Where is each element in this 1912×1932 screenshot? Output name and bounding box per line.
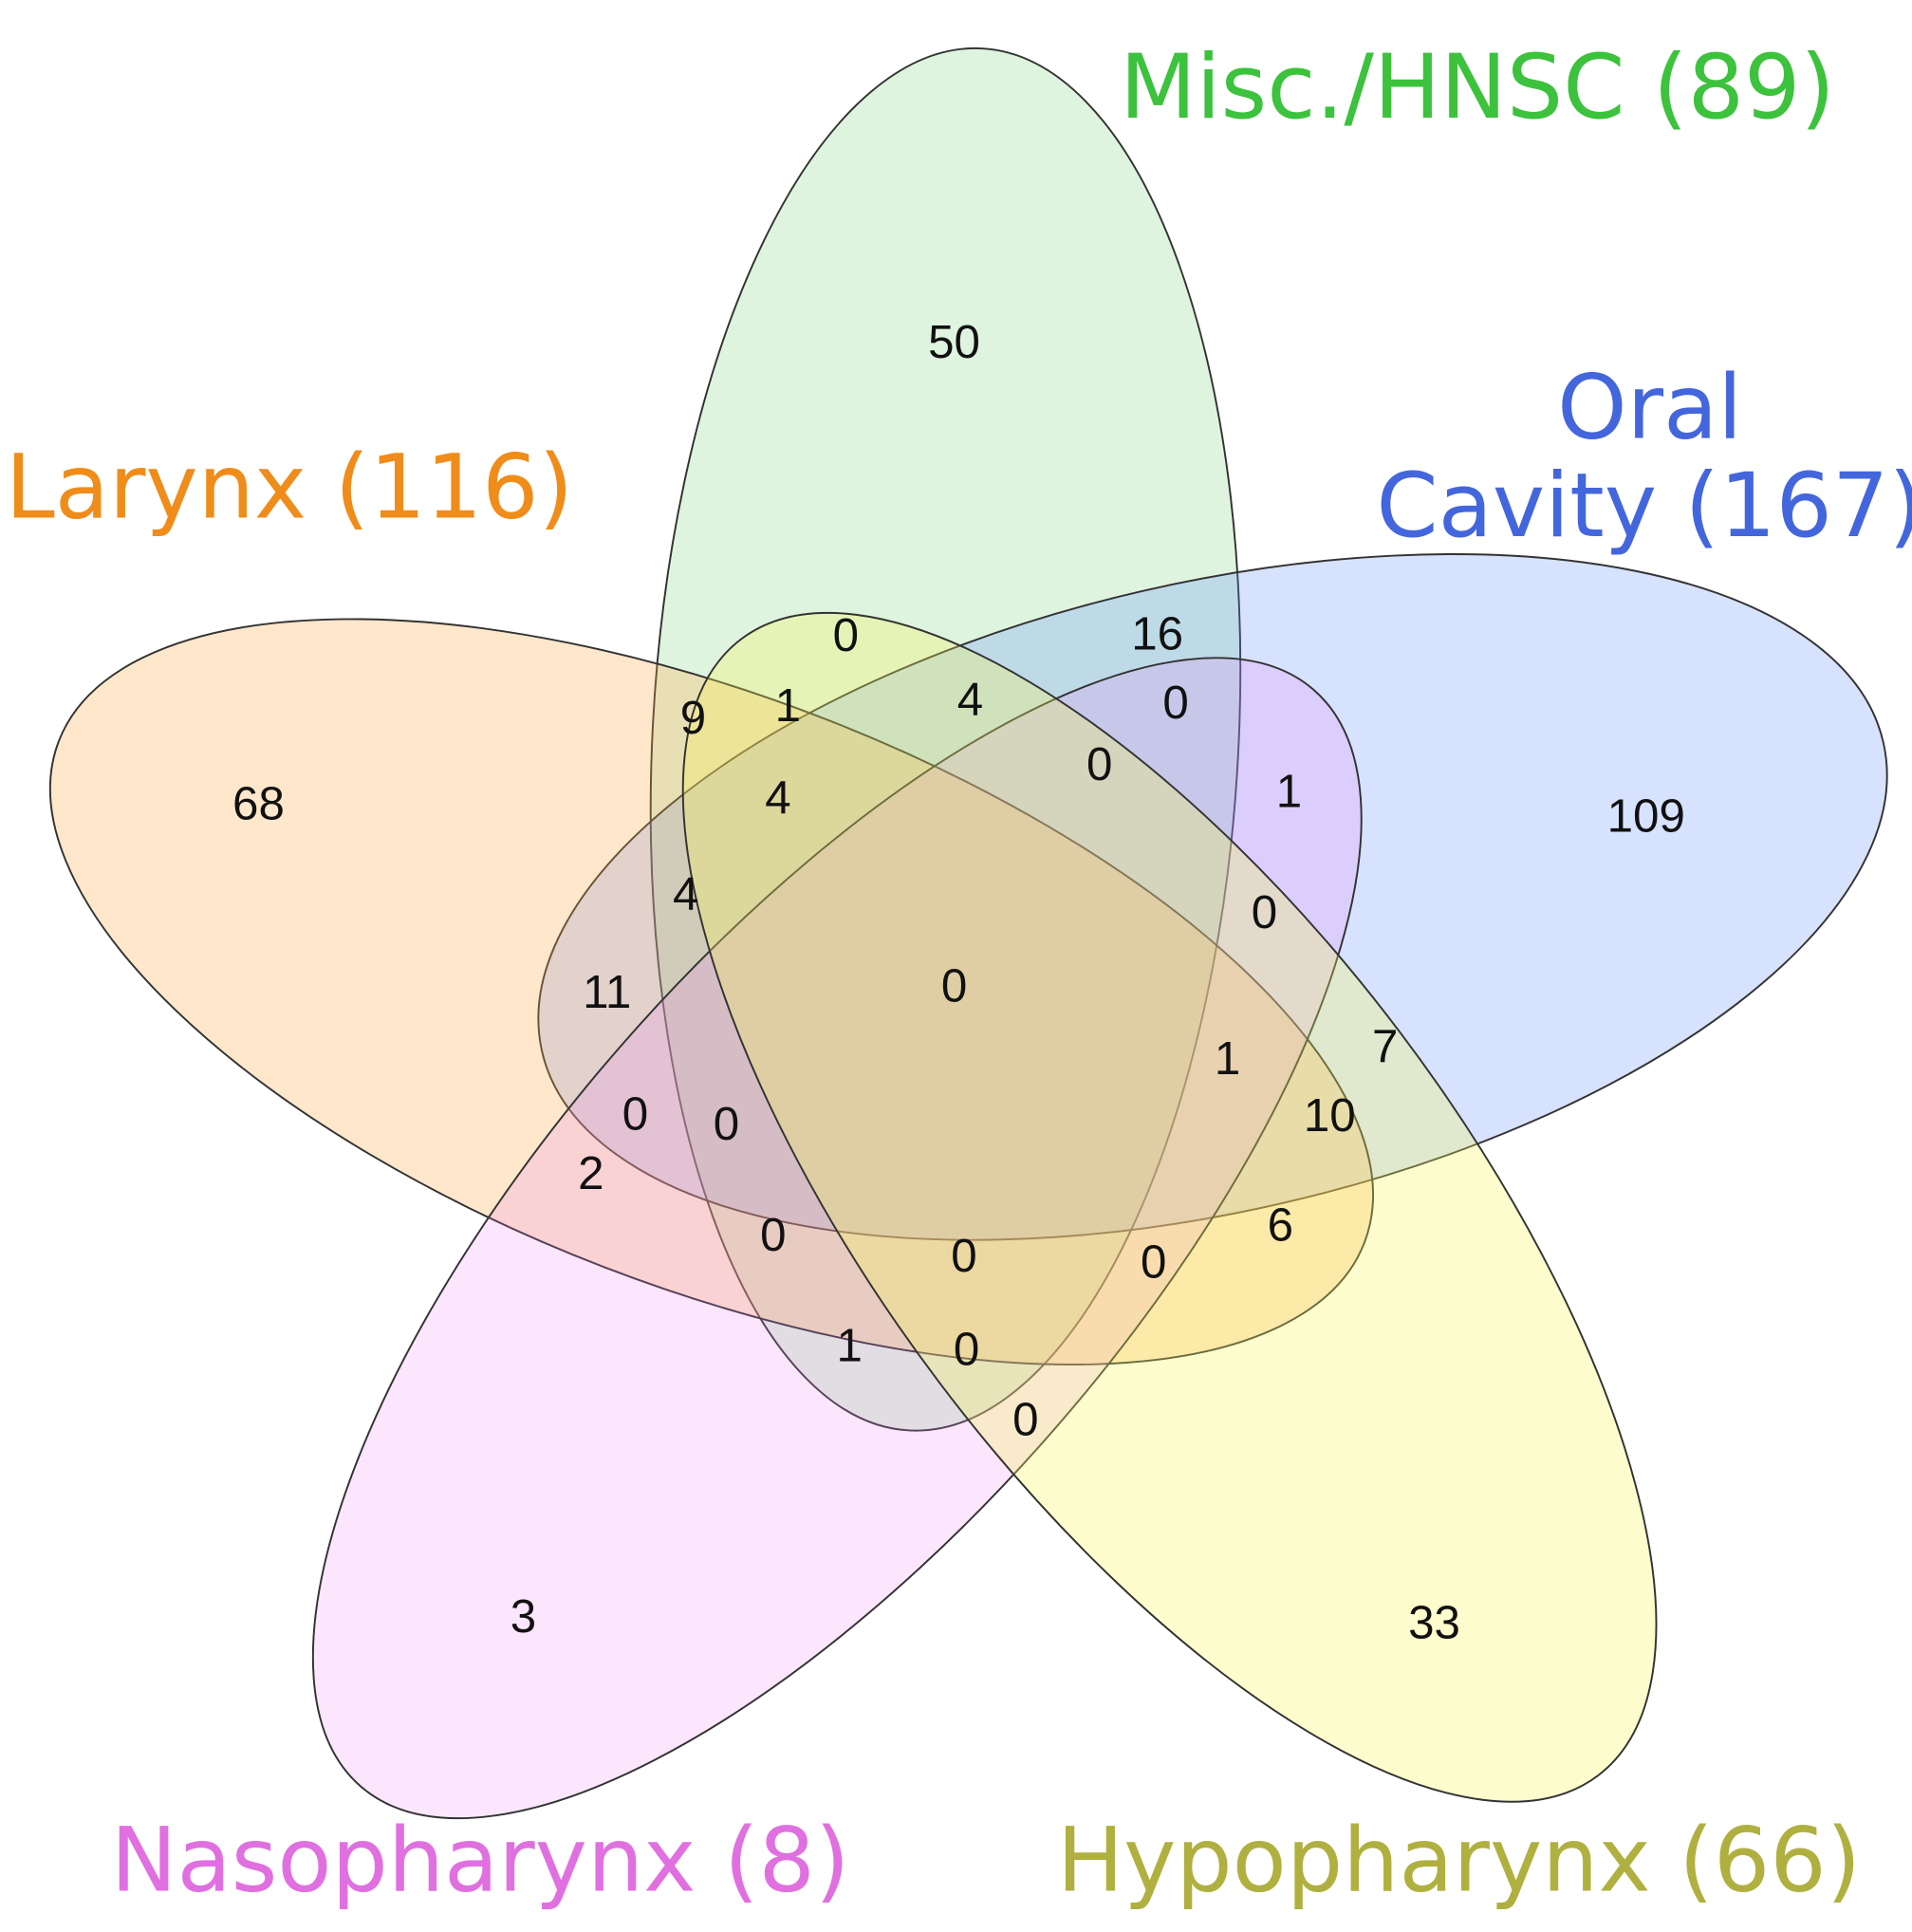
region-count: 3 xyxy=(510,1590,536,1643)
region-count: 0 xyxy=(760,1209,786,1261)
region-count: 0 xyxy=(954,1323,979,1375)
region-count: 0 xyxy=(1162,677,1188,729)
region-count: 50 xyxy=(928,316,980,368)
set-ellipse xyxy=(681,611,1658,1803)
region-count: 0 xyxy=(833,609,859,661)
region-count: 7 xyxy=(1372,1020,1398,1072)
region-count: 9 xyxy=(680,692,706,744)
region-count: 0 xyxy=(714,1098,739,1150)
region-count: 6 xyxy=(1268,1198,1293,1251)
set-ellipse xyxy=(537,553,1888,1241)
region-count: 1 xyxy=(775,679,801,732)
set-label: Misc./HNSC (89) xyxy=(1120,36,1835,139)
region-count: 33 xyxy=(1408,1596,1460,1648)
region-count: 0 xyxy=(1012,1393,1038,1445)
region-count: 16 xyxy=(1131,608,1183,660)
region-count: 1 xyxy=(1276,766,1302,818)
set-ellipse xyxy=(311,657,1363,1820)
region-count: 10 xyxy=(1304,1089,1356,1142)
region-count: 2 xyxy=(578,1147,603,1199)
region-count: 109 xyxy=(1607,790,1685,843)
region-count: 4 xyxy=(673,867,698,920)
region-count: 0 xyxy=(1086,738,1112,790)
region-count: 4 xyxy=(957,673,983,725)
set-ellipse xyxy=(48,618,1374,1365)
set-label: Larynx (116) xyxy=(6,437,573,540)
region-count: 11 xyxy=(583,966,631,1018)
set-label: Oral xyxy=(1557,356,1742,459)
region-count: 0 xyxy=(941,960,967,1012)
region-count: 0 xyxy=(1252,886,1277,938)
region-count: 68 xyxy=(232,778,285,830)
set-label: Cavity (167) xyxy=(1376,455,1912,558)
set-ellipse xyxy=(649,46,1242,1432)
set-label: Nasopharynx (8) xyxy=(111,1809,850,1912)
region-count: 4 xyxy=(765,771,790,824)
region-count: 0 xyxy=(951,1230,976,1282)
region-count: 1 xyxy=(837,1320,863,1372)
set-label: Hypopharynx (66) xyxy=(1057,1809,1861,1912)
region-count: 1 xyxy=(1215,1032,1240,1085)
region-count: 0 xyxy=(1141,1235,1166,1288)
region-count: 0 xyxy=(622,1088,648,1141)
